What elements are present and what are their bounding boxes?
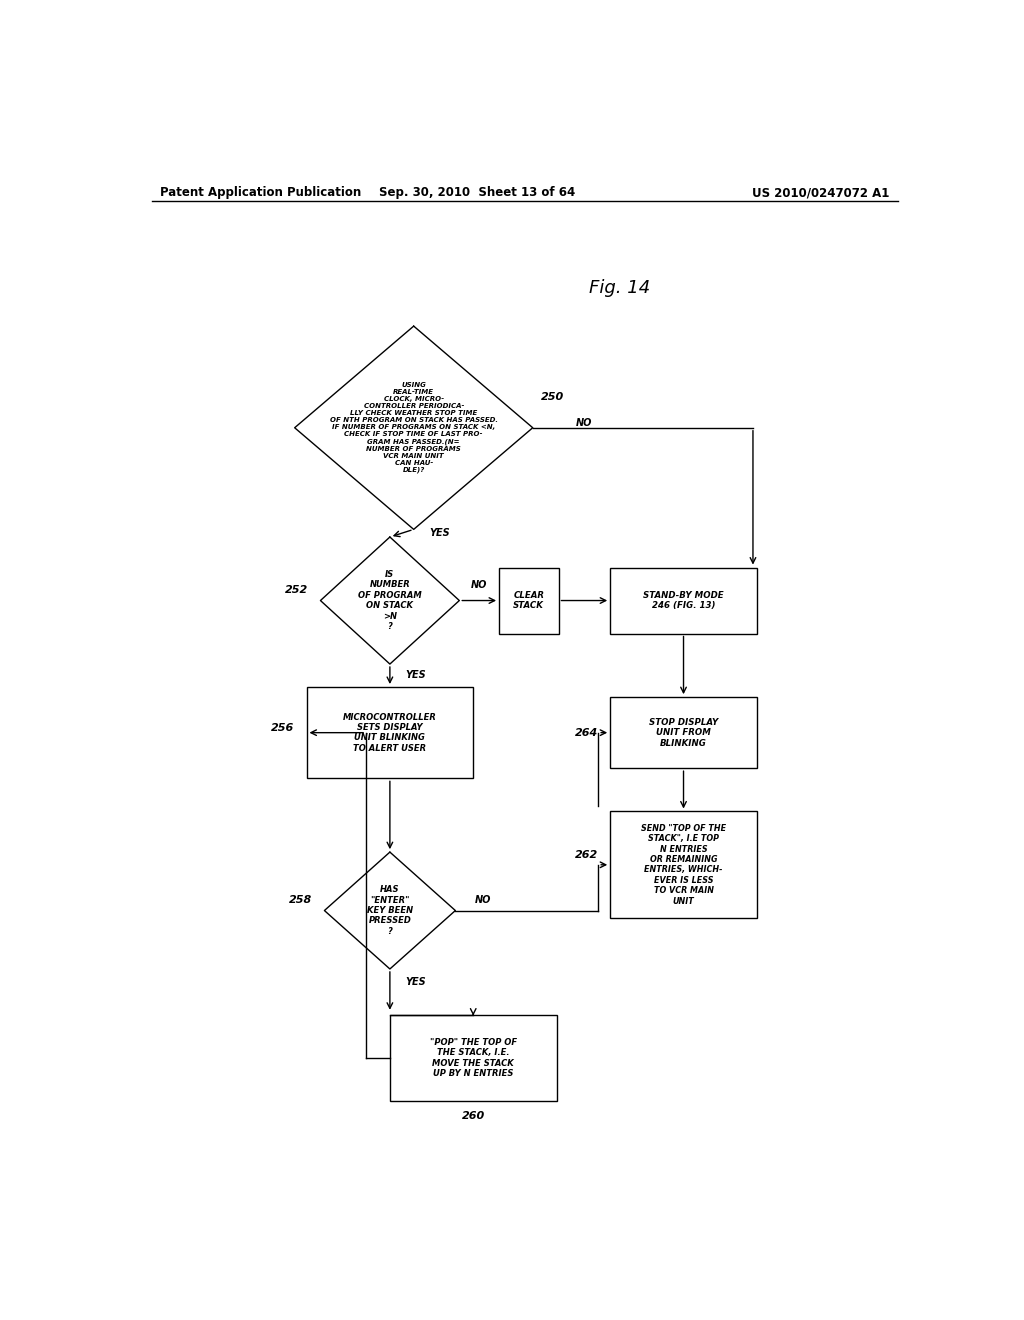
Text: USING
REAL-TIME
CLOCK, MICRO-
CONTROLLER PERIODICA-
LLY CHECK WEATHER STOP TIME
: USING REAL-TIME CLOCK, MICRO- CONTROLLER…	[330, 383, 498, 474]
Text: "POP" THE TOP OF
THE STACK, I.E.
MOVE THE STACK
UP BY N ENTRIES: "POP" THE TOP OF THE STACK, I.E. MOVE TH…	[430, 1038, 517, 1078]
Text: 258: 258	[289, 895, 312, 906]
Text: CLEAR
STACK: CLEAR STACK	[513, 591, 545, 610]
Text: 262: 262	[574, 850, 598, 859]
Text: US 2010/0247072 A1: US 2010/0247072 A1	[753, 186, 890, 199]
Text: 252: 252	[286, 585, 308, 595]
Bar	[610, 812, 757, 919]
Text: STOP DISPLAY
UNIT FROM
BLINKING: STOP DISPLAY UNIT FROM BLINKING	[649, 718, 718, 747]
Text: NO: NO	[577, 417, 593, 428]
Text: YES: YES	[406, 977, 426, 986]
Text: YES: YES	[430, 528, 451, 539]
Text: 264: 264	[574, 727, 598, 738]
Text: HAS
"ENTER"
KEY BEEN
PRESSED
?: HAS "ENTER" KEY BEEN PRESSED ?	[367, 886, 413, 936]
Text: NO: NO	[471, 581, 487, 590]
Bar	[390, 1015, 557, 1101]
Text: 256: 256	[271, 722, 295, 733]
Text: Patent Application Publication: Patent Application Publication	[160, 186, 361, 199]
Text: IS
NUMBER
OF PROGRAM
ON STACK
>N
?: IS NUMBER OF PROGRAM ON STACK >N ?	[358, 570, 422, 631]
Text: SEND "TOP OF THE
STACK", I.E TOP
N ENTRIES
OR REMAINING
ENTRIES, WHICH-
EVER IS : SEND "TOP OF THE STACK", I.E TOP N ENTRI…	[641, 824, 726, 906]
Bar	[306, 686, 473, 779]
Bar	[499, 568, 558, 634]
Text: STAND-BY MODE
246 (FIG. 13): STAND-BY MODE 246 (FIG. 13)	[643, 591, 724, 610]
Text: 250: 250	[541, 392, 564, 403]
Text: 260: 260	[462, 1111, 484, 1122]
Text: YES: YES	[406, 671, 426, 681]
Text: Fig. 14: Fig. 14	[590, 280, 650, 297]
Bar	[610, 697, 757, 768]
Text: NO: NO	[475, 895, 492, 906]
Text: Sep. 30, 2010  Sheet 13 of 64: Sep. 30, 2010 Sheet 13 of 64	[379, 186, 575, 199]
Bar	[610, 568, 757, 634]
Text: MICROCONTROLLER
SETS DISPLAY
UNIT BLINKING
TO ALERT USER: MICROCONTROLLER SETS DISPLAY UNIT BLINKI…	[343, 713, 437, 752]
